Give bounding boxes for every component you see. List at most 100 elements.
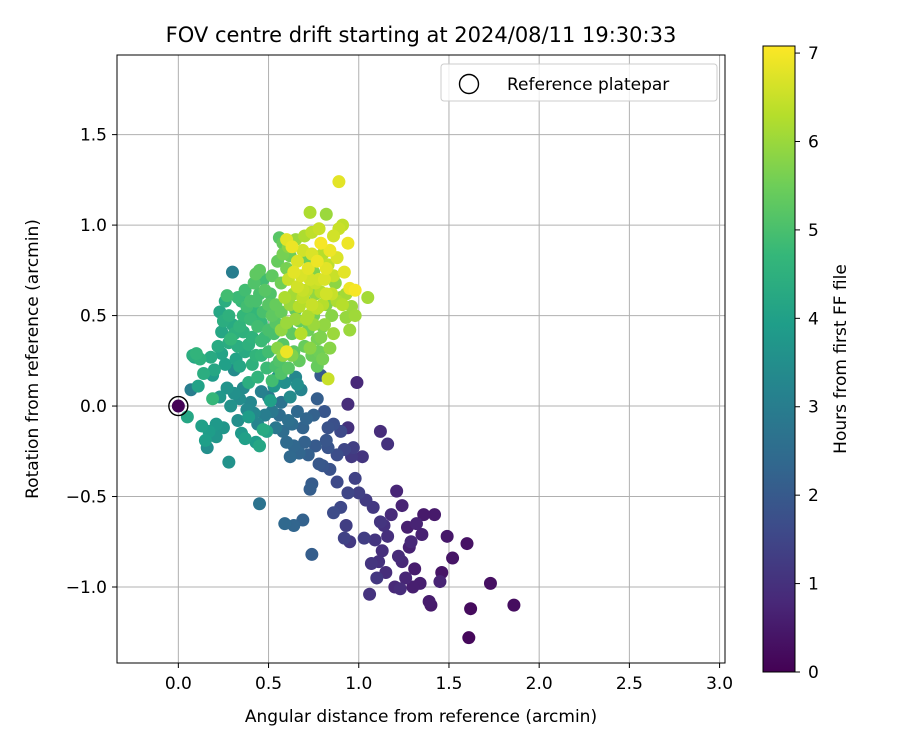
- data-point: [253, 497, 267, 511]
- data-point: [381, 437, 395, 451]
- data-point: [280, 345, 294, 359]
- data-point: [364, 556, 378, 570]
- data-point: [319, 207, 333, 221]
- data-point: [285, 327, 299, 341]
- data-point: [326, 506, 340, 520]
- data-point: [317, 404, 331, 418]
- data-point: [218, 357, 232, 371]
- data-point: [348, 471, 362, 485]
- colorbar-gradient: [762, 45, 796, 673]
- data-point: [399, 571, 413, 585]
- colorbar-tick-label: 7: [808, 44, 819, 64]
- legend-box: [440, 63, 718, 102]
- data-point: [238, 283, 252, 297]
- data-point: [361, 290, 375, 304]
- colorbar-tick-label: 0: [808, 663, 819, 683]
- data-point: [233, 319, 247, 333]
- colorbar-tick-label: 3: [808, 398, 819, 418]
- colorbar-ticks: 0 1 2 3 4 5 6 7: [795, 44, 819, 683]
- data-point: [225, 265, 239, 279]
- data-point: [330, 475, 344, 489]
- data-point: [317, 318, 331, 332]
- data-point: [299, 412, 313, 426]
- y-tick-label: −1.0: [66, 578, 107, 598]
- axes: 0.0 0.5 1.0 1.5 2.0 2.5 3.0 −1.0 −0.5 0.0 0.5 1.0 1.…: [66, 126, 733, 694]
- data-point: [464, 602, 478, 616]
- legend-marker-reference: [458, 73, 480, 95]
- data-point: [312, 222, 326, 236]
- data-point: [323, 243, 337, 257]
- data-point: [440, 529, 454, 543]
- data-point: [254, 334, 268, 348]
- data-point: [348, 283, 362, 297]
- data-point: [294, 327, 308, 341]
- data-point: [305, 547, 319, 561]
- data-point: [381, 529, 395, 543]
- data-point: [319, 433, 333, 447]
- legend-label-reference: Reference platepar: [507, 75, 669, 95]
- reference-platepar-marker: [168, 395, 189, 417]
- data-point: [233, 359, 247, 373]
- y-tick-label: 0.5: [80, 307, 107, 327]
- data-point: [319, 287, 333, 301]
- data-point: [251, 319, 265, 333]
- data-point: [224, 399, 238, 413]
- data-point: [337, 531, 351, 545]
- colorbar-tick-label: 5: [808, 221, 819, 241]
- data-point: [355, 450, 369, 464]
- data-point: [408, 562, 422, 576]
- x-tick-label: 1.5: [435, 674, 462, 694]
- data-point: [253, 439, 267, 453]
- data-point: [446, 551, 460, 565]
- data-point: [352, 486, 366, 500]
- data-point: [197, 366, 211, 380]
- data-point: [317, 272, 331, 286]
- data-point: [336, 298, 350, 312]
- data-point: [263, 394, 277, 408]
- data-point: [310, 392, 324, 406]
- data-point: [363, 587, 377, 601]
- data-point: [206, 392, 220, 406]
- data-point: [406, 580, 420, 594]
- data-point: [290, 404, 304, 418]
- data-point: [326, 327, 340, 341]
- data-point: [222, 455, 236, 469]
- x-tick-label: 1.0: [345, 674, 372, 694]
- data-point: [249, 267, 263, 281]
- data-point: [285, 240, 299, 254]
- data-point: [242, 410, 256, 424]
- data-point: [310, 254, 324, 268]
- data-point: [258, 283, 272, 297]
- data-point: [303, 341, 317, 355]
- data-point: [370, 571, 384, 585]
- data-point: [274, 305, 288, 319]
- data-point: [189, 347, 203, 361]
- data-point: [314, 330, 328, 344]
- x-tick-label: 0.0: [165, 674, 192, 694]
- data-point: [422, 594, 436, 608]
- data-point: [258, 408, 272, 422]
- data-point: [390, 484, 404, 498]
- data-point: [281, 361, 295, 375]
- data-point: [332, 175, 346, 189]
- data-point: [417, 508, 431, 522]
- data-point: [303, 482, 317, 496]
- data-point: [395, 499, 409, 513]
- x-axis-label: Angular distance from reference (arcmin): [245, 707, 597, 727]
- data-point: [289, 312, 303, 326]
- data-point: [308, 439, 322, 453]
- data-point: [507, 598, 521, 612]
- data-point: [357, 531, 371, 545]
- data-point: [373, 424, 387, 438]
- data-points: [171, 175, 521, 645]
- data-point: [330, 448, 344, 462]
- data-point: [319, 262, 333, 276]
- x-tick-label: 3.0: [706, 674, 733, 694]
- data-point: [280, 435, 294, 449]
- data-point: [265, 374, 279, 388]
- plot-frame: [116, 54, 726, 664]
- colorbar: 0 1 2 3 4 5 6 7 Hours from first FF file: [762, 44, 851, 683]
- data-point: [251, 370, 265, 384]
- data-point: [462, 631, 476, 645]
